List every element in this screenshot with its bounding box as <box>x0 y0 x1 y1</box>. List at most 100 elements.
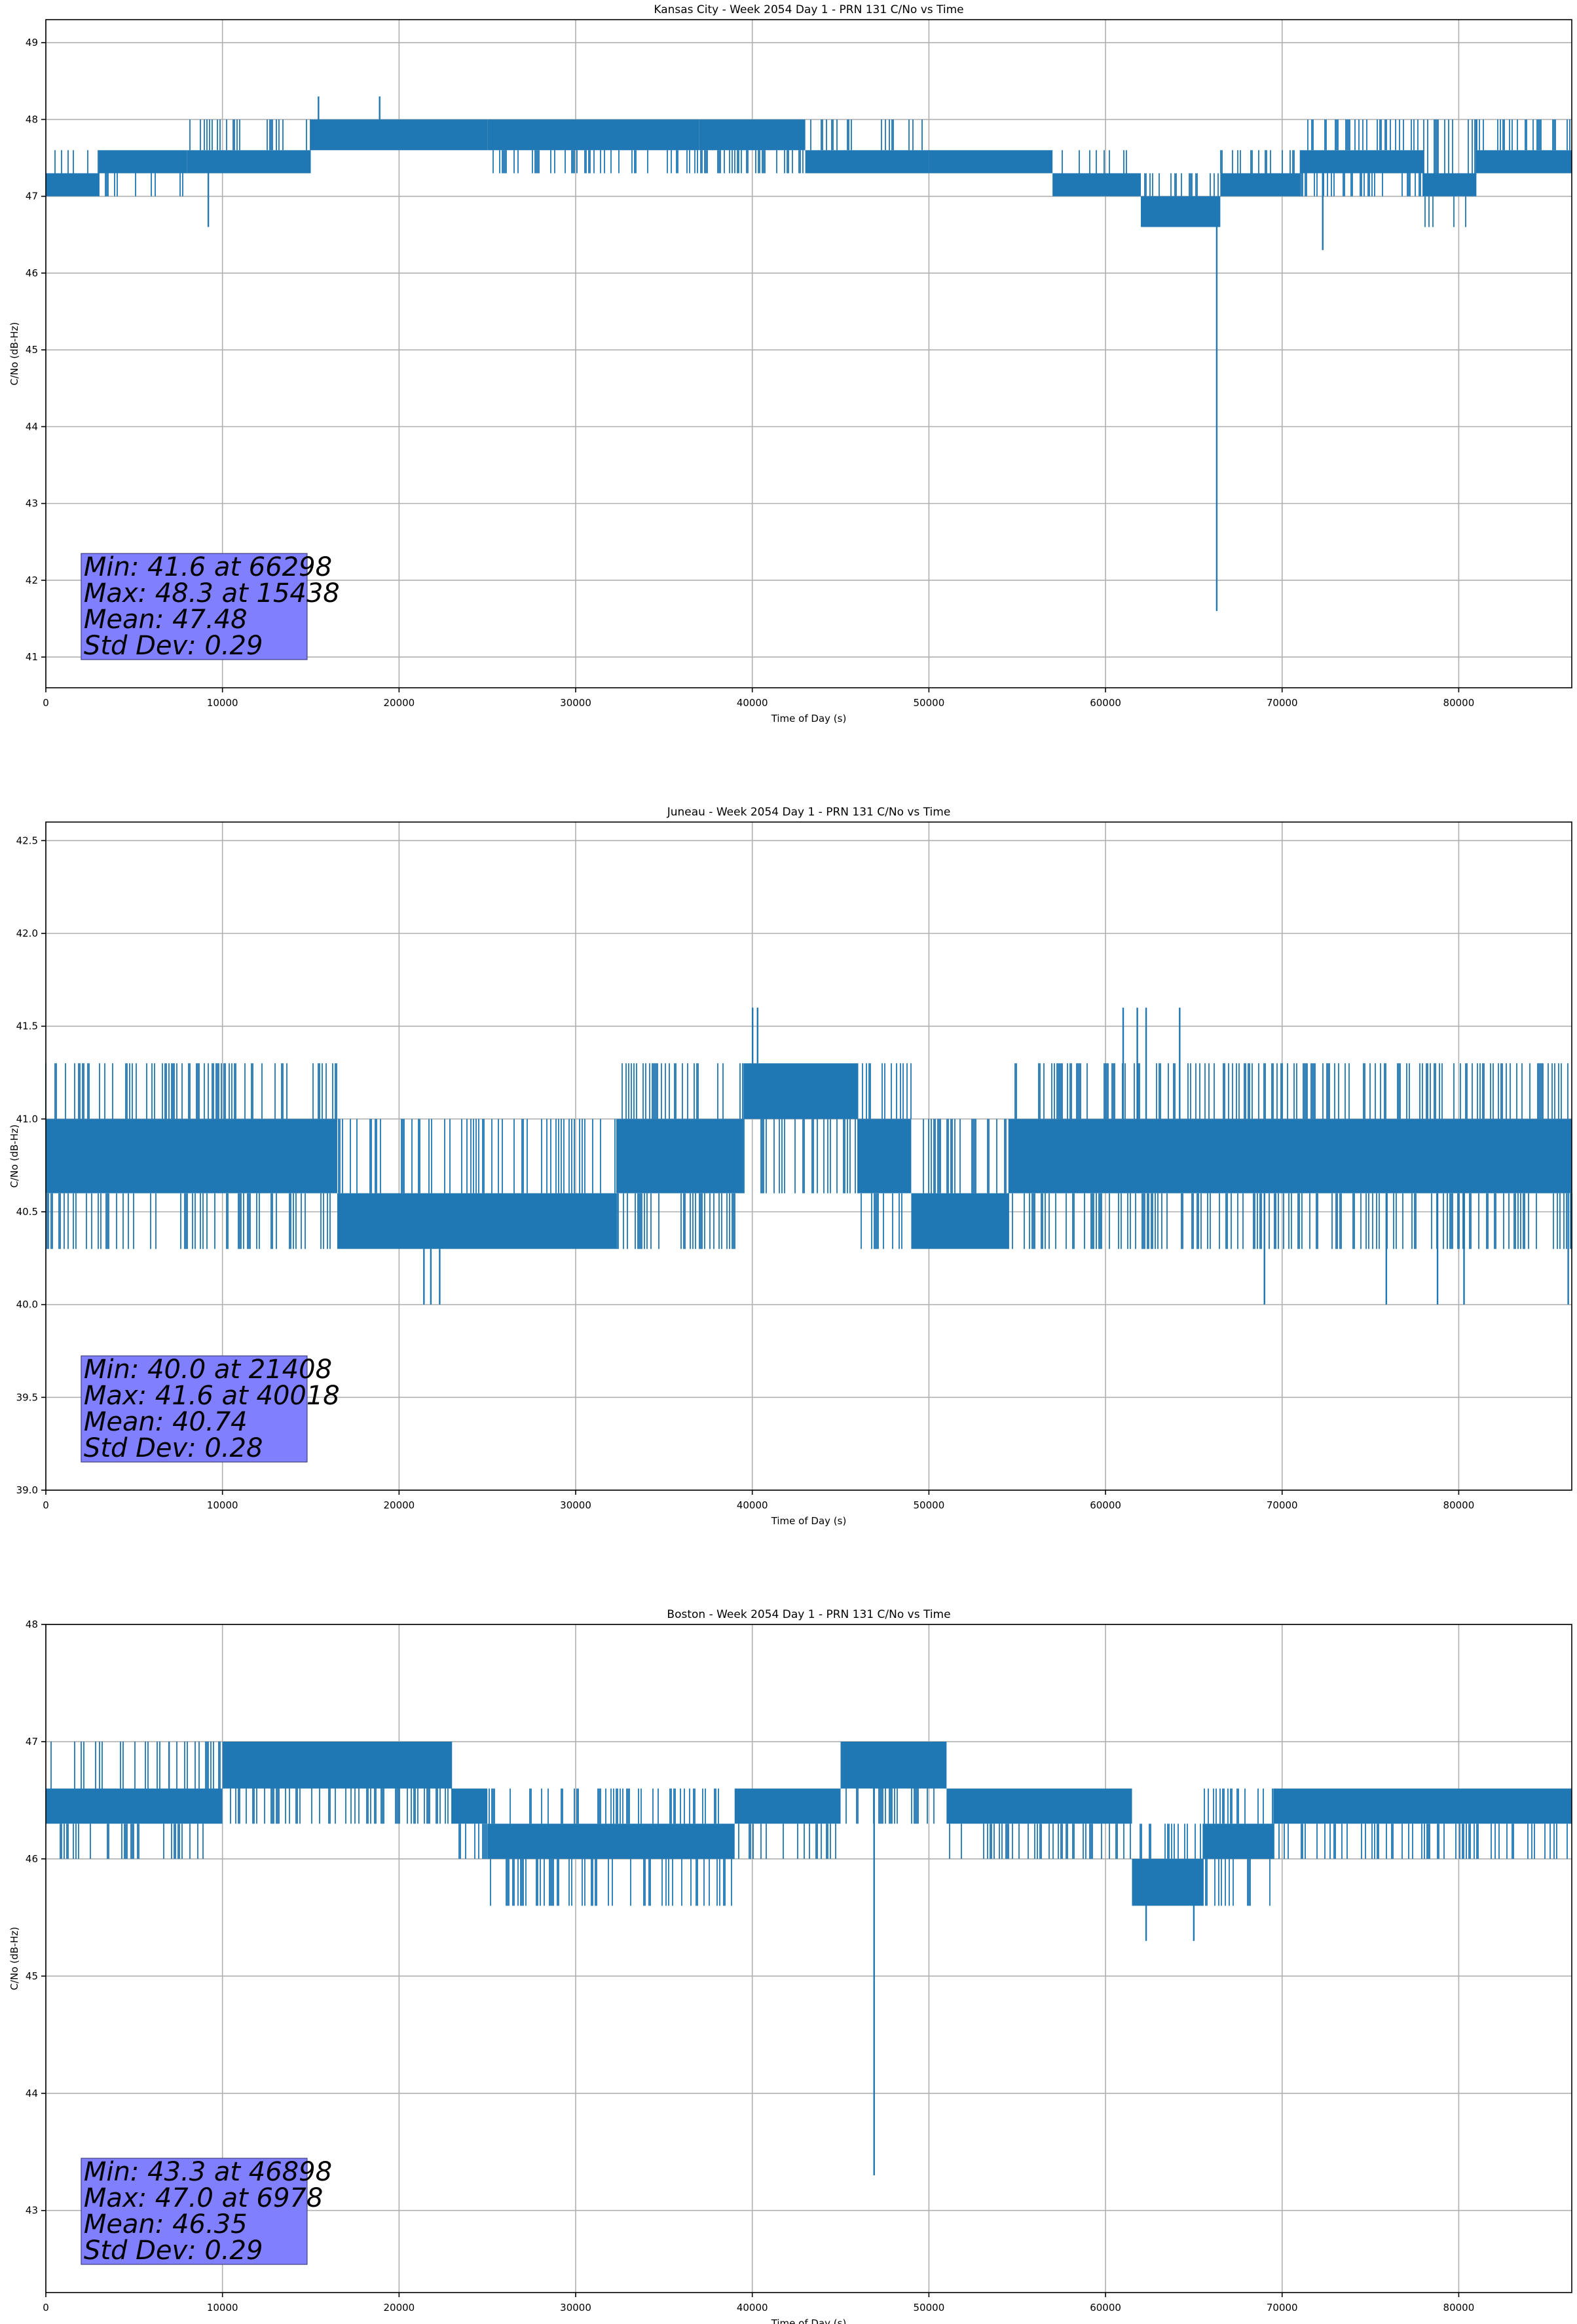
stats-box <box>81 1355 308 1463</box>
x-tick-label: 60000 <box>1090 697 1121 709</box>
data-band <box>1423 173 1477 197</box>
y-tick-label: 43 <box>26 498 38 510</box>
x-tick-label: 60000 <box>1090 1499 1121 1511</box>
data-excursions <box>861 1063 912 1249</box>
y-tick-label: 40.0 <box>16 1299 38 1311</box>
x-tick-label: 10000 <box>207 2302 238 2314</box>
stats-line: Mean: 47.48 <box>84 605 248 635</box>
chart-title: Juneau - Week 2054 Day 1 - PRN 131 C/No … <box>667 806 951 819</box>
data-band <box>911 1193 1009 1249</box>
x-tick-label: 10000 <box>207 697 238 709</box>
data-band <box>946 1788 1132 1824</box>
y-tick-label: 40.5 <box>16 1206 38 1218</box>
y-axis-label: C/No (dB-Hz) <box>9 1125 20 1188</box>
data-band <box>1202 1824 1274 1859</box>
y-tick-label: 39.0 <box>16 1484 38 1496</box>
subplot-3: 0 10000 20000 30000 40000 50000 60000 70000 8000… <box>9 1608 1572 2324</box>
y-tick-label: 46 <box>26 1853 38 1865</box>
data-excursions <box>1202 1788 1273 1906</box>
x-tick-label: 30000 <box>560 697 591 709</box>
data-excursions <box>1220 150 1295 174</box>
data-band <box>310 119 488 151</box>
y-tick-label: 42 <box>26 574 38 586</box>
data-band <box>487 119 699 151</box>
x-axis-label: Time of Day (s) <box>771 1515 847 1527</box>
x-tick-label: 40000 <box>737 697 768 709</box>
data-excursions <box>338 1119 616 1193</box>
x-tick-label: 30000 <box>560 1499 591 1511</box>
series-line <box>46 96 1572 611</box>
x-tick-label: 40000 <box>737 1499 768 1511</box>
y-tick-label: 48 <box>26 113 38 125</box>
data-band <box>858 1119 912 1193</box>
data-excursions <box>1140 1824 1201 1859</box>
x-tick-label: 30000 <box>560 2302 591 2314</box>
stats-line: Max: 41.6 at 40018 <box>84 1381 340 1411</box>
data-excursions <box>230 1788 453 1824</box>
stats-line: Min: 40.0 at 21408 <box>84 1355 332 1385</box>
axes-frame <box>45 821 1572 1491</box>
x-tick-label: 70000 <box>1267 1499 1298 1511</box>
data-band <box>805 150 929 174</box>
x-tick-label: 80000 <box>1443 2302 1475 2314</box>
y-tick-label: 47 <box>26 1736 38 1748</box>
stats-line: Std Dev: 0.29 <box>84 2236 263 2266</box>
y-tick-label: 46 <box>26 267 38 279</box>
y-tick-label: 42.0 <box>16 928 38 939</box>
axes-frame <box>45 19 1572 688</box>
data-band <box>46 1788 223 1824</box>
data-excursions <box>743 1119 859 1193</box>
stats-box <box>81 2158 308 2265</box>
data-band <box>487 1824 735 1859</box>
x-tick-label: 70000 <box>1267 2302 1298 2314</box>
stats-line: Mean: 46.35 <box>84 2209 248 2240</box>
data-excursions <box>98 173 183 197</box>
data-band <box>1273 1788 1572 1824</box>
data-excursions <box>738 1824 836 1859</box>
x-axis-label: Time of Day (s) <box>771 2317 847 2324</box>
y-tick-label: 47 <box>26 191 38 202</box>
data-band <box>1299 150 1424 174</box>
series-line <box>45 1007 1572 1305</box>
x-tick-label: 0 <box>43 1499 49 1511</box>
data-band <box>452 1788 488 1824</box>
stats-line: Min: 41.6 at 66298 <box>84 552 332 582</box>
data-band <box>1008 1119 1572 1193</box>
y-tick-label: 49 <box>26 37 38 48</box>
data-excursions <box>845 1788 935 1824</box>
data-excursions <box>923 1119 1007 1193</box>
data-excursions <box>949 1824 1131 1859</box>
data-band <box>1220 173 1300 197</box>
data-excursions <box>50 1741 221 1859</box>
data-excursions <box>492 150 698 174</box>
x-axis-label: Time of Day (s) <box>771 713 847 724</box>
x-tick-label: 0 <box>43 697 49 709</box>
data-excursions <box>616 1063 743 1249</box>
stats-line: Min: 43.3 at 46898 <box>84 2157 332 2187</box>
y-tick-label: 41.0 <box>16 1113 38 1125</box>
data-excursions <box>489 1788 732 1906</box>
data-band <box>46 173 99 197</box>
x-tick-label: 50000 <box>914 2302 945 2314</box>
axes-frame <box>45 1624 1572 2293</box>
data-band <box>46 1119 337 1193</box>
stats-line: Mean: 40.74 <box>84 1407 248 1437</box>
data-excursions <box>1008 1063 1572 1249</box>
y-axis-label: C/No (dB-Hz) <box>9 322 20 386</box>
data-band <box>1132 1858 1203 1906</box>
data-excursions <box>54 150 99 174</box>
data-band <box>734 1788 841 1824</box>
y-tick-label: 48 <box>26 1619 38 1630</box>
x-tick-label: 50000 <box>914 697 945 709</box>
x-tick-label: 50000 <box>914 1499 945 1511</box>
stats-line: Std Dev: 0.28 <box>84 1433 263 1463</box>
data-excursions <box>700 150 804 174</box>
data-excursions <box>810 119 923 151</box>
y-tick-label: 44 <box>26 2088 38 2099</box>
data-excursions <box>1062 150 1127 174</box>
data-band <box>1052 173 1141 197</box>
y-tick-label: 39.5 <box>16 1391 38 1403</box>
y-tick-label: 41.5 <box>16 1021 38 1032</box>
y-tick-label: 43 <box>26 2205 38 2217</box>
